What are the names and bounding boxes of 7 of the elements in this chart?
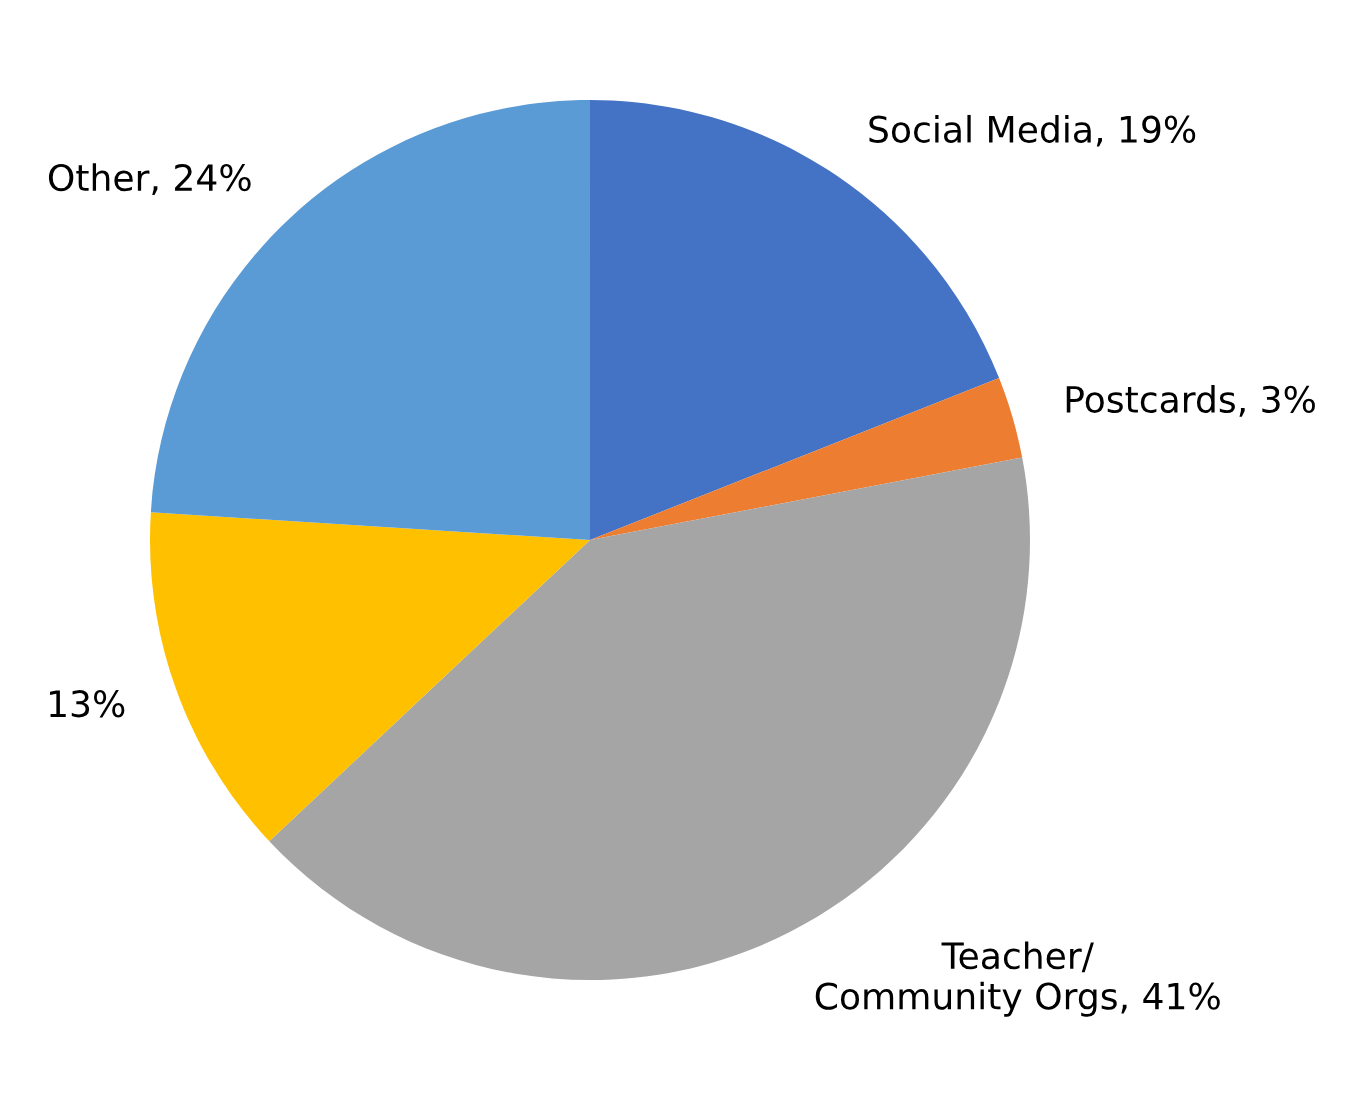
slice-label: Postcards, 3% (1066, 385, 1315, 417)
pie-slice (590, 378, 1023, 540)
slice-label: Teacher/ Community Orgs, 41% (815, 941, 1220, 1017)
pie-slice (150, 512, 590, 842)
slice-label: Social Media, 19% (869, 114, 1196, 147)
data-label: 13% (50, 690, 125, 718)
slice-label: Other, 24% (48, 163, 251, 195)
